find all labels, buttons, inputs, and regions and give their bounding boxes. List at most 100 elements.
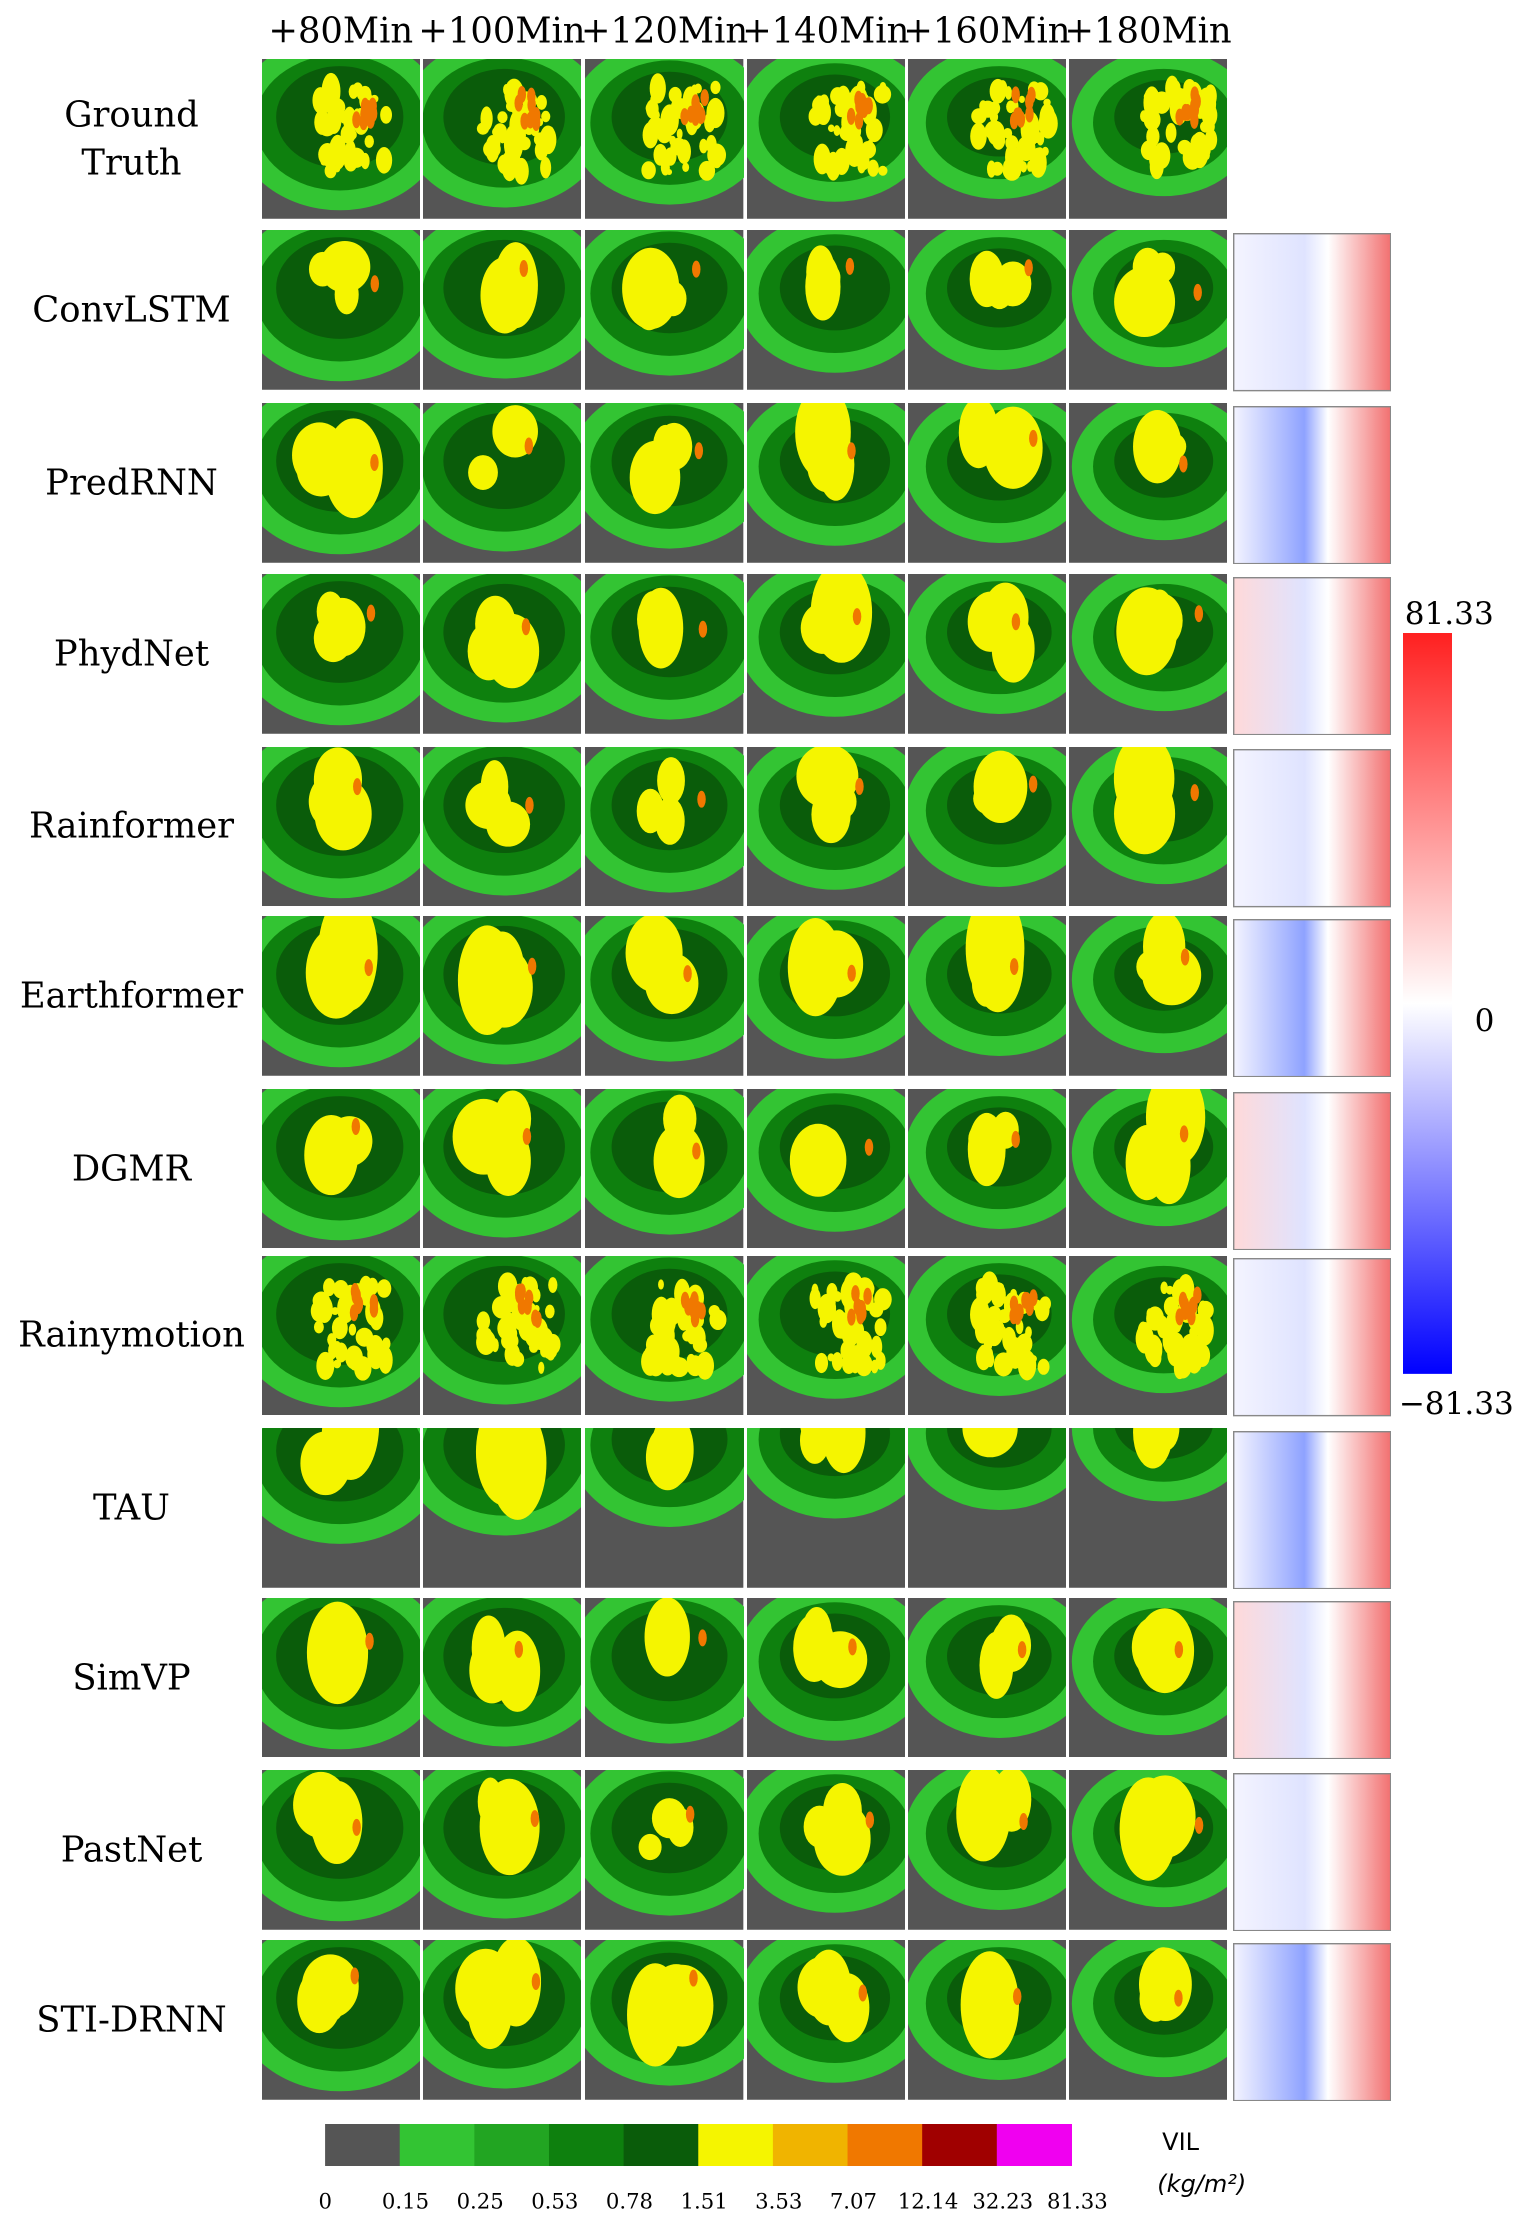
rain-peak <box>1174 1989 1183 2007</box>
rain-core <box>334 1341 348 1362</box>
rain-core <box>874 1317 887 1336</box>
prediction-panel <box>585 1939 744 2100</box>
rain-peak <box>351 111 361 129</box>
rain-peak <box>845 258 854 276</box>
colorbar-tick-label: 81.33 <box>1047 2188 1108 2214</box>
prediction-panel <box>261 916 420 1076</box>
rain-peak <box>691 1309 700 1327</box>
colorbar-tick-label: 0 <box>318 2188 332 2214</box>
rain-peak <box>530 1308 540 1326</box>
rain-peak <box>1024 105 1034 123</box>
rain-core <box>653 424 679 467</box>
prediction-panel <box>261 1255 420 1416</box>
difference-map <box>1232 1942 1392 2102</box>
rain-core <box>1132 248 1163 287</box>
rain-core <box>699 139 709 154</box>
rain-core <box>707 143 727 167</box>
prediction-panel <box>585 1770 744 1930</box>
rain-peak <box>1189 112 1199 130</box>
prediction-panel <box>422 1428 582 1588</box>
rain-core <box>376 1278 391 1298</box>
rain-core <box>313 746 362 812</box>
rain-peak <box>686 1805 695 1823</box>
colorbar-segment <box>549 2123 625 2167</box>
rain-core <box>860 141 876 159</box>
rain-core <box>1119 1777 1177 1881</box>
rain-core <box>1204 129 1218 151</box>
prediction-panel <box>907 1428 1067 1588</box>
difference-panel <box>1232 1600 1392 1759</box>
rain-core <box>813 1802 871 1876</box>
rain-core <box>967 1112 1006 1186</box>
rain-core <box>296 1968 341 2033</box>
rain-core <box>1165 1285 1174 1295</box>
rain-peak <box>700 89 710 107</box>
difference-panel <box>1232 1258 1392 1417</box>
prediction-panel <box>1068 574 1228 734</box>
colorbar-tick-label: 1.51 <box>680 2188 728 2214</box>
rain-core <box>986 1305 1002 1323</box>
rain-peak <box>514 95 523 112</box>
prediction-panel <box>1068 402 1228 563</box>
rain-core <box>452 1098 515 1175</box>
rain-core <box>814 1127 844 1184</box>
colorbar-max: 81.33 <box>1404 595 1494 632</box>
rain-core <box>320 158 327 167</box>
rain-core <box>819 1296 835 1320</box>
colorbar-tick-label: 0.25 <box>456 2188 504 2214</box>
rain-core <box>1201 103 1218 128</box>
rain-peak <box>1193 284 1202 302</box>
rain-core <box>326 87 334 95</box>
column-header: +160Min <box>903 10 1071 52</box>
row-label: PredRNN <box>45 462 218 504</box>
rain-core <box>1024 1325 1032 1338</box>
rain-core <box>710 81 721 95</box>
rain-core <box>668 1321 675 1334</box>
rain-core <box>542 1343 557 1359</box>
rain-peak <box>517 1282 526 1300</box>
rain-core <box>663 122 671 134</box>
rain-peak <box>1009 958 1019 976</box>
row-label: ConvLSTM <box>32 289 231 331</box>
difference-panel <box>1232 1773 1392 1932</box>
rain-core <box>1032 82 1049 101</box>
rain-core <box>809 1287 821 1309</box>
rain-core <box>800 602 846 654</box>
rain-peak <box>1179 1125 1189 1143</box>
rain-core <box>309 1799 344 1850</box>
rain-core <box>330 1306 339 1315</box>
rain-core <box>975 1428 1002 1432</box>
difference-panel <box>1232 919 1392 1078</box>
rain-core <box>856 1357 865 1371</box>
rain-core <box>1029 147 1047 179</box>
rain-core <box>650 73 667 104</box>
colorbar-tick-label: 0.78 <box>605 2188 654 2214</box>
rain-core <box>1198 1300 1207 1311</box>
rain-core <box>1155 1623 1191 1661</box>
rain-core <box>533 132 547 147</box>
prediction-panel <box>422 1255 582 1416</box>
difference-panel <box>1232 749 1392 908</box>
rain-core <box>1168 1332 1184 1350</box>
rain-core <box>641 161 657 180</box>
rain-core <box>1148 1348 1162 1367</box>
rain-peak <box>683 965 693 983</box>
rain-core <box>467 455 498 490</box>
rain-core <box>999 1325 1007 1337</box>
rain-core <box>638 1834 662 1861</box>
rain-core <box>465 781 511 829</box>
prediction-panel <box>1068 1428 1228 1588</box>
rain-peak <box>1174 1640 1183 1658</box>
rain-core <box>1019 161 1027 173</box>
rain-core <box>659 1354 677 1376</box>
rain-peak <box>519 260 528 278</box>
prediction-panel <box>585 1255 744 1416</box>
rain-core <box>655 796 686 845</box>
rain-peak <box>694 442 704 460</box>
prediction-panel <box>422 746 582 907</box>
rain-peak <box>1028 429 1038 447</box>
rain-core <box>481 107 492 128</box>
rain-peak <box>689 1969 699 1987</box>
rain-core <box>970 108 987 125</box>
